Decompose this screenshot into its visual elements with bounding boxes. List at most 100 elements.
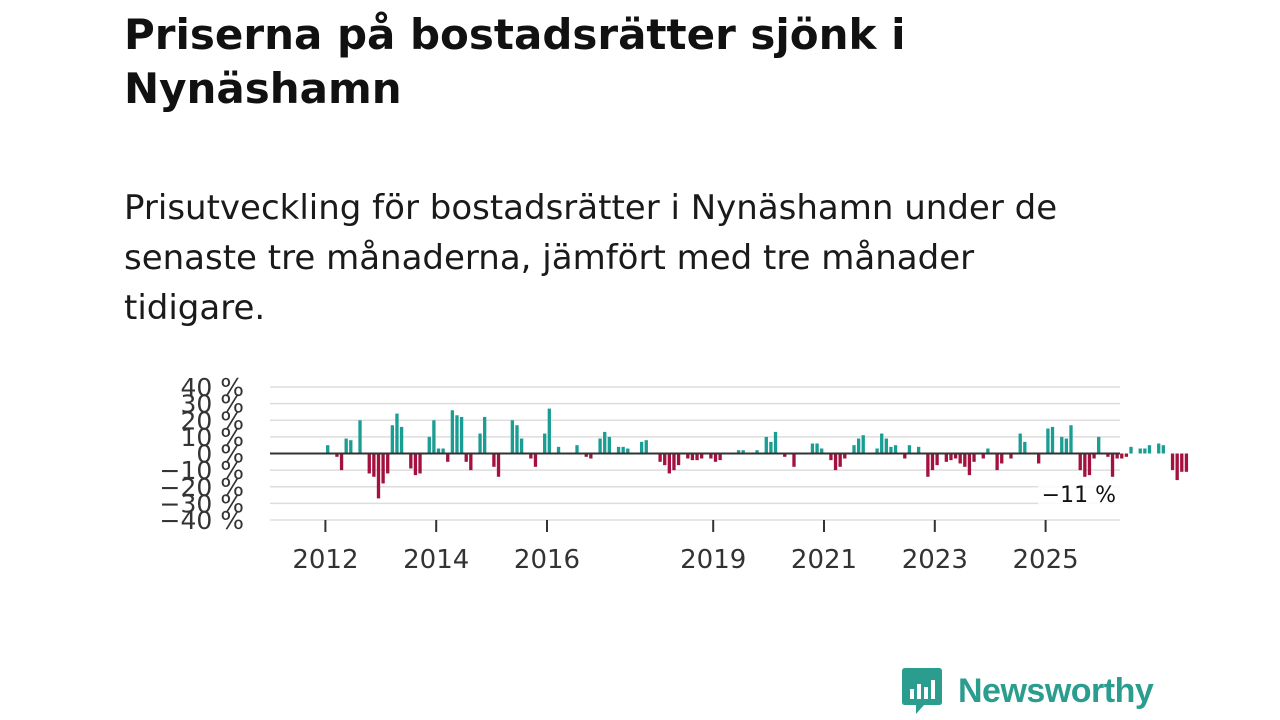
bar <box>963 453 967 467</box>
bar <box>967 453 972 476</box>
bar <box>621 446 625 454</box>
bar <box>339 453 344 471</box>
bar <box>792 453 796 467</box>
bar <box>529 453 533 459</box>
bar <box>1050 426 1055 454</box>
bar <box>833 453 838 471</box>
bar <box>884 438 888 454</box>
bar <box>1023 441 1027 454</box>
bar <box>1115 453 1119 459</box>
newsworthy-logo-icon <box>902 668 942 714</box>
bar <box>676 453 681 466</box>
bar <box>1064 438 1069 454</box>
bar <box>903 453 907 459</box>
bar <box>510 420 515 454</box>
bar <box>852 445 856 454</box>
bar <box>390 425 394 454</box>
bar <box>386 453 390 474</box>
bar <box>1060 436 1064 454</box>
bar <box>349 440 353 454</box>
bar <box>326 445 330 454</box>
bar <box>843 453 847 459</box>
bar <box>893 445 898 454</box>
bar <box>626 448 630 454</box>
bar <box>478 433 482 454</box>
bar <box>658 453 662 462</box>
bar <box>875 448 879 454</box>
bar <box>1138 448 1142 454</box>
bar <box>672 453 676 471</box>
bar <box>409 453 413 469</box>
bar <box>935 453 939 466</box>
y-tick-label: 10 % <box>180 423 244 452</box>
chart-title: Priserna på bostadsrätter sjönk i Nynäsh… <box>124 10 906 113</box>
bar <box>603 431 607 454</box>
y-tick-label: −30 % <box>160 489 244 518</box>
bar <box>1120 453 1124 459</box>
x-tick-label: 2025 <box>1013 545 1079 575</box>
brand: Newsworthy <box>902 668 1154 714</box>
bar <box>533 453 538 467</box>
bar <box>838 453 842 467</box>
x-tick-label: 2019 <box>680 545 746 575</box>
price-change-bar-chart: 40 %30 %20 %10 %0 %−10 %−20 %−30 %−40 % … <box>160 373 1189 575</box>
bar <box>861 435 865 454</box>
bar <box>515 425 519 454</box>
bar <box>1000 453 1004 464</box>
bar <box>741 450 745 454</box>
bar <box>358 420 362 454</box>
bar <box>1083 453 1087 477</box>
x-tick-label: 2012 <box>292 545 358 575</box>
chart-subtitle: Prisutveckling för bostadsrätter i Nynäs… <box>124 188 1058 328</box>
bar <box>1180 453 1184 472</box>
bar <box>930 453 935 471</box>
bar <box>455 415 459 454</box>
bar <box>450 410 455 454</box>
bar <box>695 453 699 461</box>
x-tick-label: 2023 <box>902 545 968 575</box>
y-tick-label: −20 % <box>160 473 244 502</box>
bar <box>880 433 884 454</box>
last-value-label-background <box>1038 480 1120 508</box>
bar <box>686 453 690 459</box>
bar <box>783 453 787 457</box>
bar <box>616 446 621 454</box>
bar <box>446 453 450 462</box>
x-tick-label: 2016 <box>514 545 580 575</box>
bar <box>556 446 561 454</box>
bar <box>1143 448 1147 454</box>
bar <box>1175 453 1179 481</box>
bar <box>464 453 468 462</box>
bar <box>607 436 611 454</box>
bar <box>663 453 667 466</box>
bar <box>1037 453 1041 464</box>
bar <box>958 453 962 464</box>
x-axis: 2012 2014 2016 2019 2021 2023 2025 <box>292 520 1079 575</box>
bar <box>718 453 722 461</box>
bar <box>953 453 958 459</box>
bar <box>667 453 671 474</box>
y-tick-label: 0 % <box>196 440 244 469</box>
bar <box>1157 443 1161 454</box>
bar <box>492 453 496 467</box>
bar <box>372 453 376 477</box>
bar <box>1184 453 1189 472</box>
bar <box>1129 446 1133 454</box>
bar <box>1106 453 1110 457</box>
bar <box>427 436 431 454</box>
bar <box>829 453 833 461</box>
bar <box>469 453 473 471</box>
bar <box>1161 445 1165 454</box>
bar <box>926 453 930 477</box>
bar <box>889 446 893 454</box>
y-tick-label: −10 % <box>160 456 244 485</box>
bar <box>395 413 399 454</box>
bar <box>820 448 824 454</box>
bar <box>1097 436 1101 454</box>
bar <box>995 453 999 471</box>
bar <box>986 448 990 454</box>
bar <box>1087 453 1092 476</box>
bar <box>1009 453 1013 459</box>
bar <box>1069 425 1073 454</box>
bar <box>459 416 464 454</box>
